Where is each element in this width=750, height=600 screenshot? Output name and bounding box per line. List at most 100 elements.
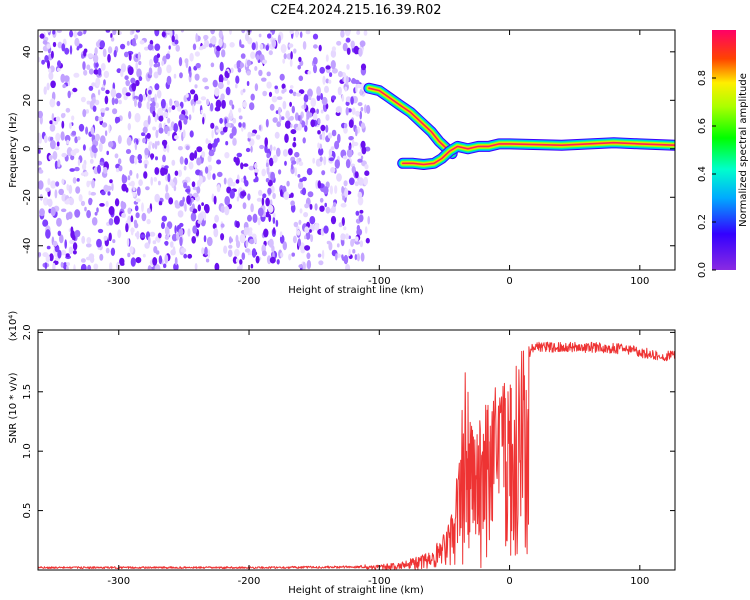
noise-speck	[240, 44, 245, 49]
noise-speck	[91, 82, 96, 87]
noise-speck	[48, 71, 54, 80]
noise-speck	[261, 77, 267, 82]
noise-speck	[323, 186, 329, 195]
noise-speck	[274, 131, 280, 139]
noise-speck	[215, 99, 222, 109]
noise-speck	[38, 169, 44, 174]
noise-speck	[351, 107, 356, 115]
y-tick-label: 1.5	[22, 384, 33, 400]
noise-speck	[266, 255, 272, 265]
noise-speck	[174, 225, 177, 234]
noise-speck	[38, 160, 43, 166]
noise-speck	[242, 88, 246, 93]
noise-speck	[350, 40, 355, 49]
noise-speck	[168, 106, 172, 113]
noise-speck	[229, 99, 233, 106]
noise-speck	[114, 198, 120, 207]
noise-speck	[174, 135, 179, 140]
noise-speck	[242, 122, 246, 128]
noise-speck	[355, 84, 358, 94]
noise-speck	[52, 262, 56, 270]
noise-speck	[194, 51, 200, 57]
noise-speck	[336, 243, 340, 248]
noise-speck	[234, 248, 240, 257]
noise-speck	[176, 232, 180, 241]
noise-speck	[105, 107, 110, 111]
noise-speck	[191, 236, 196, 244]
noise-speck	[351, 77, 356, 84]
noise-speck	[50, 80, 56, 89]
noise-speck	[132, 187, 136, 192]
noise-speck	[224, 196, 230, 206]
noise-speck	[129, 169, 133, 176]
noise-speck	[164, 235, 170, 241]
x-tick-label: -200	[238, 576, 261, 587]
noise-speck	[113, 49, 117, 58]
noise-speck	[265, 162, 269, 168]
noise-speck	[142, 93, 147, 101]
noise-speck	[61, 120, 65, 129]
noise-speck	[50, 180, 57, 189]
noise-speck	[100, 63, 106, 71]
noise-speck	[359, 240, 364, 248]
y-tick-label: -20	[22, 189, 33, 205]
noise-speck	[265, 178, 270, 183]
noise-speck	[313, 44, 318, 49]
noise-speck	[86, 237, 92, 244]
x-tick-label: -200	[238, 276, 261, 287]
noise-speck	[364, 164, 369, 170]
noise-speck	[214, 262, 220, 270]
noise-speck	[319, 66, 326, 74]
noise-speck	[250, 145, 253, 153]
noise-speck	[298, 264, 304, 269]
noise-speck	[336, 173, 342, 182]
noise-speck	[277, 34, 281, 44]
noise-speck	[38, 252, 42, 257]
noise-speck	[38, 110, 43, 119]
noise-speck	[128, 52, 132, 61]
noise-speck	[357, 196, 364, 206]
noise-speck	[136, 138, 139, 145]
noise-speck	[179, 156, 184, 165]
noise-speck	[257, 217, 261, 226]
noise-speck	[78, 194, 83, 202]
noise-speck	[346, 47, 351, 55]
noise-speck	[240, 191, 247, 197]
noise-speck	[335, 253, 338, 261]
noise-speck	[265, 211, 270, 218]
noise-speck	[337, 133, 341, 144]
noise-speck	[130, 180, 135, 187]
heatmap-y-axis: -40 -20 0 20 40	[22, 45, 675, 254]
noise-speck	[324, 85, 329, 93]
noise-speck	[132, 38, 136, 47]
noise-speck	[142, 126, 148, 134]
noise-speck	[216, 184, 221, 193]
noise-speck	[281, 116, 285, 121]
noise-speck	[185, 145, 190, 151]
noise-speck	[98, 142, 103, 152]
noise-speck	[223, 177, 227, 185]
x-tick-label: -300	[107, 576, 130, 587]
noise-speck	[166, 144, 170, 153]
x-tick-label: -300	[107, 276, 130, 287]
noise-speck	[284, 160, 287, 166]
noise-speck	[325, 65, 331, 70]
noise-speck	[301, 187, 307, 196]
noise-speck	[167, 131, 170, 137]
noise-speck	[330, 167, 336, 173]
noise-speck	[231, 126, 237, 136]
noise-speck	[111, 182, 114, 192]
noise-speck	[64, 199, 71, 205]
noise-speck	[177, 146, 183, 151]
noise-speck	[50, 206, 56, 217]
noise-speck	[106, 150, 109, 156]
noise-speck	[41, 59, 45, 65]
noise-region	[38, 30, 371, 270]
noise-speck	[56, 141, 60, 147]
noise-speck	[327, 132, 333, 139]
noise-speck	[343, 123, 348, 129]
noise-speck	[97, 67, 102, 76]
noise-speck	[288, 43, 294, 48]
noise-speck	[96, 238, 102, 248]
noise-speck	[118, 158, 122, 165]
